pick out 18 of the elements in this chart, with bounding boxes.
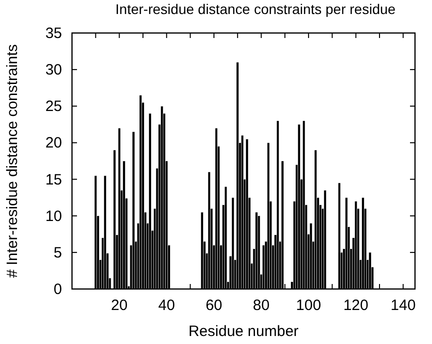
y-axis-title: # Inter-residue distance constraints [4,44,21,278]
x-tick-label: 60 [206,297,222,314]
y-tick-label: 15 [45,171,62,188]
x-tick-label: 140 [390,297,416,314]
y-tick-label: 0 [54,281,62,298]
x-axis-title: Residue number [188,323,299,340]
chart-title: Inter-residue distance constraints per residue [115,1,396,17]
x-tick-label: 80 [252,297,270,314]
x-tick-label: 20 [110,297,128,314]
y-tick-label: 25 [45,98,62,116]
x-tick-label: 100 [296,297,322,314]
y-tick-label: 5 [54,244,62,262]
y-tick-label: 35 [45,25,62,42]
x-tick-label: 40 [158,297,175,314]
x-tick-label: 120 [343,297,368,314]
y-tick-label: 20 [45,134,62,152]
y-tick-label: 30 [45,62,62,79]
y-tick-label: 10 [45,208,62,225]
